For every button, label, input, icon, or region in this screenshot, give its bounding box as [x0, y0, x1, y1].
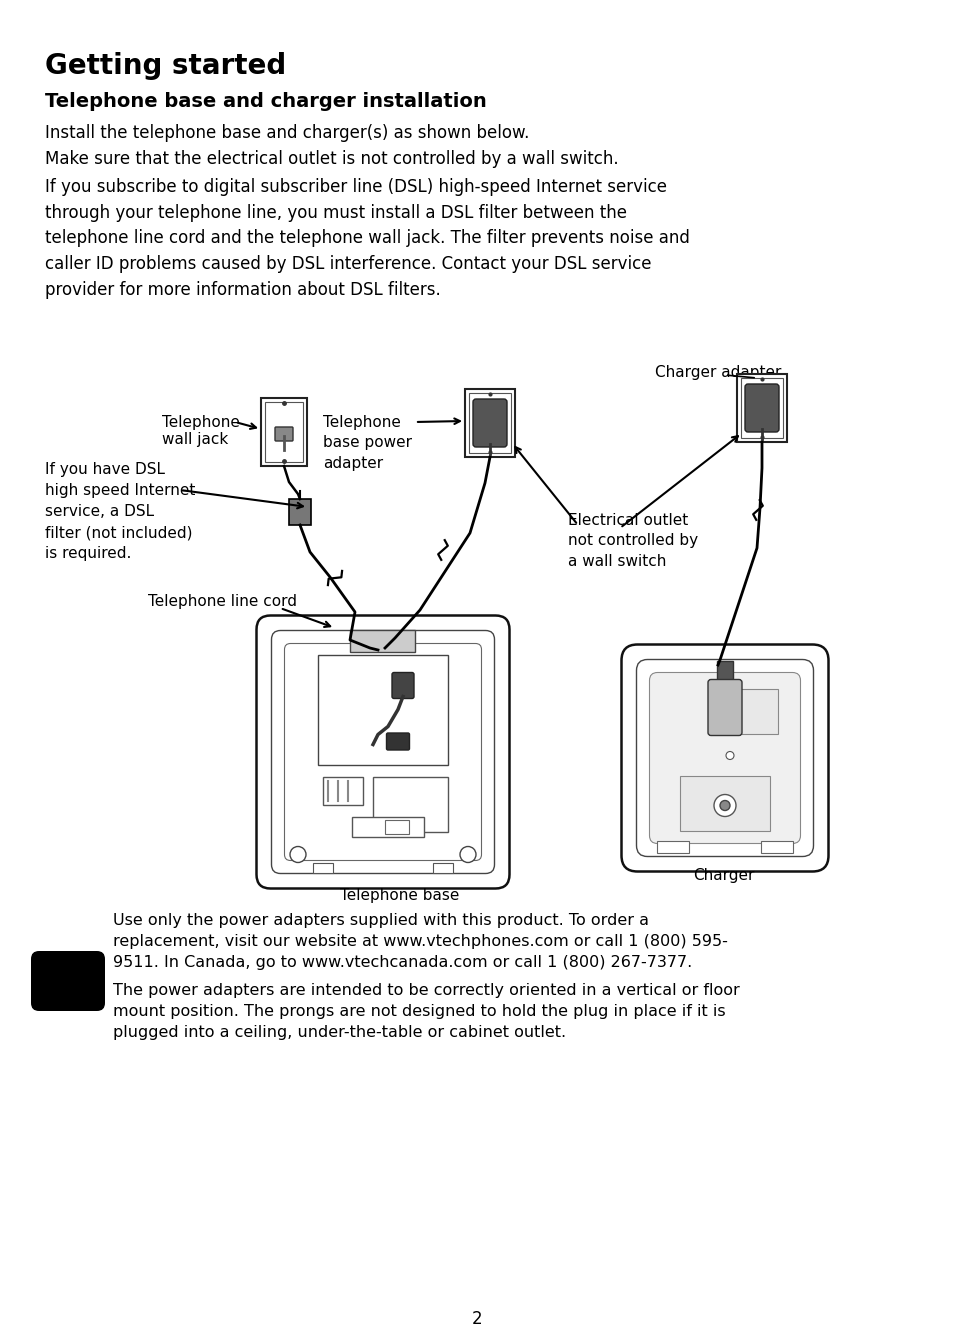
Text: Charger adapter: Charger adapter — [655, 365, 781, 379]
Text: note: note — [47, 929, 90, 946]
Bar — [433, 863, 453, 872]
Bar — [740, 378, 782, 438]
Circle shape — [459, 847, 476, 863]
Bar — [729, 688, 778, 733]
FancyBboxPatch shape — [473, 399, 506, 448]
Text: Telephone base: Telephone base — [339, 888, 459, 903]
Circle shape — [713, 795, 735, 816]
Circle shape — [720, 800, 729, 811]
Bar — [657, 840, 688, 852]
Text: Telephone line cord: Telephone line cord — [148, 595, 296, 609]
FancyBboxPatch shape — [274, 428, 293, 441]
Bar — [760, 840, 792, 852]
Text: Make sure that the electrical outlet is not controlled by a wall switch.: Make sure that the electrical outlet is … — [45, 150, 618, 168]
FancyBboxPatch shape — [386, 733, 409, 749]
Bar — [289, 500, 311, 525]
FancyBboxPatch shape — [636, 660, 813, 856]
FancyBboxPatch shape — [392, 672, 414, 699]
Text: The power adapters are intended to be correctly oriented in a vertical or floor
: The power adapters are intended to be co… — [112, 983, 739, 1039]
Circle shape — [290, 847, 306, 863]
Text: If you have DSL
high speed Internet
service, a DSL
filter (not included)
is requ: If you have DSL high speed Internet serv… — [45, 462, 195, 561]
Circle shape — [725, 751, 733, 759]
Bar — [373, 776, 448, 831]
Text: Install the telephone base and charger(s) as shown below.: Install the telephone base and charger(s… — [45, 124, 529, 142]
Bar — [265, 402, 303, 462]
Bar — [261, 398, 307, 466]
Bar — [717, 660, 732, 691]
Bar — [323, 776, 363, 804]
Text: 2: 2 — [471, 1311, 482, 1328]
FancyBboxPatch shape — [30, 951, 105, 1011]
Text: If you subscribe to digital subscriber line (DSL) high-speed Internet service
th: If you subscribe to digital subscriber l… — [45, 178, 689, 299]
Text: Telephone
base power
adapter: Telephone base power adapter — [323, 415, 412, 470]
FancyBboxPatch shape — [707, 680, 741, 736]
Text: Telephone base and charger installation: Telephone base and charger installation — [45, 92, 486, 111]
Bar — [350, 629, 416, 652]
Bar — [679, 775, 769, 831]
FancyBboxPatch shape — [272, 631, 494, 874]
Bar — [317, 655, 448, 764]
Bar — [737, 374, 786, 442]
Bar — [385, 819, 409, 834]
Bar — [313, 863, 333, 872]
Text: Electrical outlet
not controlled by
a wall switch: Electrical outlet not controlled by a wa… — [567, 513, 698, 569]
Bar — [352, 816, 423, 836]
FancyBboxPatch shape — [744, 383, 779, 432]
Text: Use only the power adapters supplied with this product. To order a
replacement, : Use only the power adapters supplied wit… — [112, 912, 727, 970]
FancyBboxPatch shape — [649, 672, 800, 843]
Text: Telephone
wall jack: Telephone wall jack — [162, 415, 239, 448]
FancyBboxPatch shape — [620, 644, 827, 871]
Bar — [469, 393, 511, 453]
Text: Charger: Charger — [692, 868, 754, 883]
Bar — [464, 389, 515, 457]
FancyBboxPatch shape — [256, 616, 509, 888]
Text: Getting started: Getting started — [45, 52, 286, 80]
FancyBboxPatch shape — [284, 644, 481, 860]
